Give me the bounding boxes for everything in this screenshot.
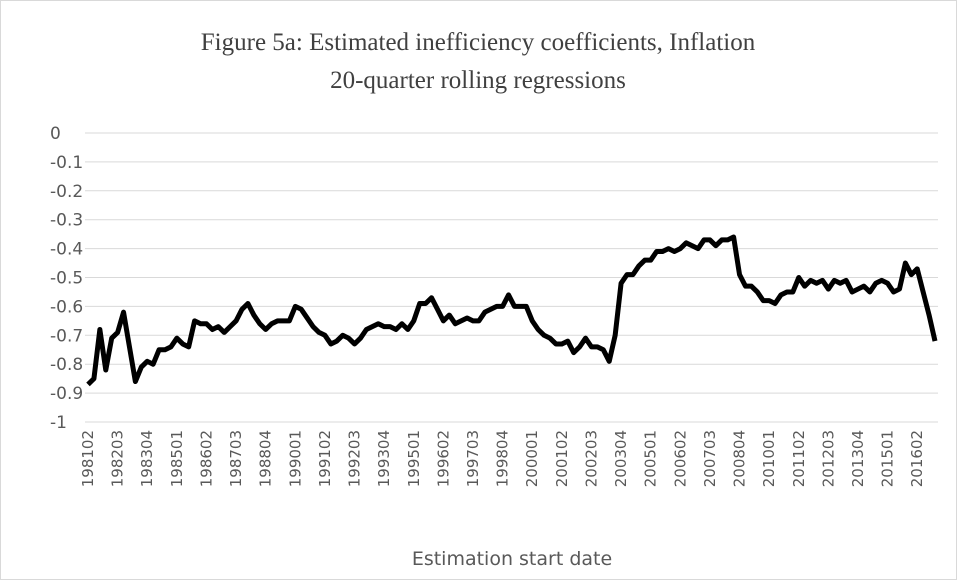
x-tick-label: 198804 xyxy=(257,430,275,487)
chart-title: Figure 5a: Estimated inefficiency coeffi… xyxy=(201,29,756,56)
x-tick-label: 200304 xyxy=(612,430,630,487)
y-tick-label: 0 xyxy=(50,124,61,144)
y-tick-label: -0.2 xyxy=(50,182,83,202)
x-tick-label: 201102 xyxy=(790,430,808,487)
x-tick-label: 199804 xyxy=(494,430,512,487)
x-tick-label: 200501 xyxy=(642,430,660,487)
y-tick-label: -0.9 xyxy=(50,384,83,404)
x-tick-label: 200602 xyxy=(671,430,689,487)
x-tick-label: 199203 xyxy=(346,430,364,487)
x-tick-label: 200001 xyxy=(523,430,541,487)
x-tick-label: 199703 xyxy=(464,430,482,487)
y-tick-label: -0.4 xyxy=(50,240,83,260)
y-tick-label: -0.3 xyxy=(50,211,83,231)
y-tick-label: -0.6 xyxy=(50,297,83,317)
x-tick-label: 198501 xyxy=(168,430,186,487)
y-tick-label: -0.7 xyxy=(50,326,83,346)
x-tick-label: 200203 xyxy=(582,430,600,487)
x-tick-label: 201203 xyxy=(819,430,837,487)
x-tick-label: 200102 xyxy=(553,430,571,487)
x-tick-label: 201304 xyxy=(849,430,867,487)
x-tick-label: 200703 xyxy=(701,430,719,487)
y-tick-label: -0.1 xyxy=(50,153,83,173)
chart-subtitle: 20-quarter rolling regressions xyxy=(330,67,626,94)
x-tick-label: 199102 xyxy=(316,430,334,487)
x-tick-label: 198703 xyxy=(227,430,245,487)
x-tick-label: 199001 xyxy=(286,430,304,487)
x-tick-label: 198304 xyxy=(138,430,156,487)
y-tick-label: -0.8 xyxy=(50,355,83,375)
x-tick-label: 201602 xyxy=(908,430,926,487)
y-tick-label: -1 xyxy=(50,413,67,433)
x-tick-label: 198203 xyxy=(109,430,127,487)
x-axis-title: Estimation start date xyxy=(412,548,612,570)
x-tick-label: 198102 xyxy=(79,430,97,487)
x-tick-label: 199304 xyxy=(375,430,393,487)
x-tick-label: 200804 xyxy=(731,430,749,487)
x-tick-label: 201501 xyxy=(879,430,897,487)
x-tick-label: 199602 xyxy=(434,430,452,487)
data-line xyxy=(86,234,938,387)
y-tick-label: -0.5 xyxy=(50,269,83,289)
x-tick-label: 199501 xyxy=(405,430,423,487)
x-tick-label: 201001 xyxy=(760,430,778,487)
x-tick-label: 198602 xyxy=(197,430,215,487)
